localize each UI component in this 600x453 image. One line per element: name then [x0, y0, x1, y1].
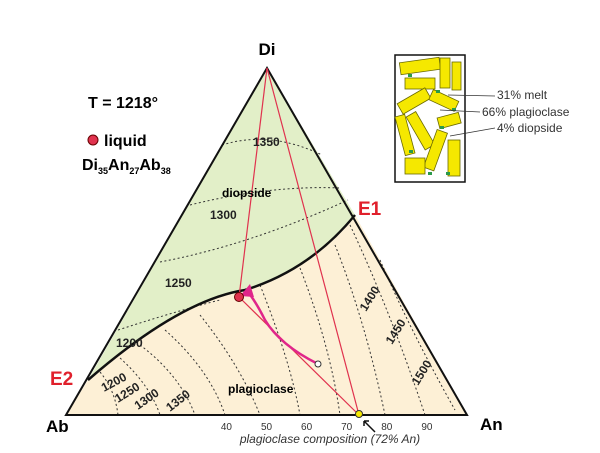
isotherm	[139, 344, 196, 416]
isotherm	[189, 187, 341, 206]
isotherm	[221, 138, 323, 156]
composition: Di35An27Ab38	[82, 157, 171, 176]
vertex-label: Di	[259, 40, 276, 59]
vertex-label: An	[480, 415, 503, 434]
diopside-grain	[408, 74, 412, 77]
crystal	[404, 77, 436, 90]
triangle	[64, 66, 469, 416]
cotectic-boundary	[87, 214, 356, 381]
legend-label: liquid	[104, 133, 147, 150]
subscript: 27	[129, 166, 139, 176]
field-label: plagioclase	[228, 382, 294, 396]
vertex-label: Ab	[46, 417, 69, 436]
diopside-grain	[446, 172, 450, 175]
tick-label: 60	[301, 422, 313, 433]
inset-label: 4% diopside	[497, 121, 563, 135]
subscript: 38	[161, 166, 171, 176]
element: Di	[82, 157, 98, 174]
eutectic-label: E1	[358, 199, 382, 220]
isotherm-label: 1250	[165, 276, 192, 290]
element: An	[108, 157, 129, 174]
isotherm	[334, 244, 386, 416]
isotherm-label: 1200	[116, 336, 143, 350]
isotherm	[117, 299, 221, 331]
crystal	[451, 61, 462, 91]
pointer-arrow	[363, 420, 376, 433]
plagioclase-point	[355, 410, 363, 418]
isotherm	[299, 267, 341, 416]
eutectic-label: E2	[50, 369, 73, 390]
diopside-grain	[440, 126, 444, 129]
field-label: diopside	[222, 186, 272, 200]
tick-label: 90	[421, 422, 433, 433]
tie-line	[238, 67, 268, 298]
tick-label: 40	[221, 422, 233, 433]
inset-label: 66% plagioclase	[482, 105, 570, 119]
isotherm	[159, 199, 349, 263]
crystal	[396, 87, 432, 115]
crystal	[405, 110, 436, 151]
isotherm	[349, 224, 426, 416]
crystal	[422, 128, 448, 172]
crystallization-path	[246, 290, 319, 366]
tick-label: 80	[381, 422, 393, 433]
isotherm-label: 1350	[253, 135, 280, 149]
element: Ab	[139, 157, 161, 174]
crystal	[394, 113, 416, 157]
leader-line	[447, 94, 496, 97]
crystal	[447, 139, 461, 177]
isotherm	[99, 371, 119, 416]
tie-line	[266, 67, 360, 416]
plagioclase-field	[66, 215, 467, 415]
isotherm-label: 1300	[210, 208, 237, 222]
crystal	[428, 89, 460, 112]
diopside-grain	[409, 150, 413, 153]
start-point	[314, 360, 322, 368]
inset: 31% melt 66% plagioclase 4% diopside	[394, 54, 570, 183]
diopside-grain	[436, 90, 440, 93]
tick-label: 70	[341, 422, 353, 433]
isotherm	[119, 357, 161, 416]
isotherm	[199, 314, 261, 416]
crystal	[439, 57, 451, 89]
tie-line	[238, 296, 360, 416]
diopside-grain	[428, 172, 432, 175]
leader-line	[439, 109, 481, 113]
bottom-axis: 40 50 60 70 80 90	[221, 422, 433, 433]
liquid-point	[234, 292, 244, 302]
crystal	[404, 157, 426, 175]
subscript: 35	[98, 166, 108, 176]
arrowhead	[240, 284, 254, 297]
inset-label: 31% melt	[497, 88, 548, 102]
leader-line	[449, 127, 496, 137]
isotherm	[164, 329, 226, 416]
diopside-grain	[452, 108, 456, 111]
axis-label: plagioclase composition (72% An)	[239, 432, 420, 446]
temperature: T = 1218°	[88, 95, 158, 112]
tick-label: 50	[261, 422, 273, 433]
legend-marker	[87, 134, 99, 146]
isotherm	[259, 284, 301, 416]
crystal	[436, 111, 462, 130]
